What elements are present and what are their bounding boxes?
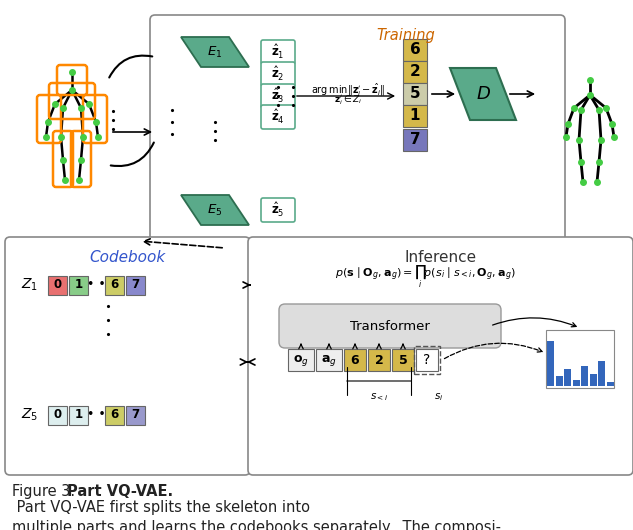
Text: 5: 5 (410, 86, 420, 102)
Text: $D$: $D$ (475, 85, 491, 103)
Text: 1: 1 (75, 409, 82, 421)
Text: 7: 7 (132, 409, 139, 421)
Bar (564, 369, 571, 386)
Bar (105, 405, 124, 425)
Bar (403, 83, 427, 105)
Text: Part VQ-VAE first splits the skeleton into
multiple parts and learns the codeboo: Part VQ-VAE first splits the skeleton in… (12, 500, 511, 530)
Text: $\mathbf{a}_g$: $\mathbf{a}_g$ (321, 352, 337, 367)
Bar (547, 341, 554, 386)
Bar (126, 276, 145, 295)
Bar (105, 276, 124, 295)
Bar (288, 349, 314, 371)
Text: $Z_1$: $Z_1$ (22, 277, 39, 293)
Text: $\mathbf{o}_g$: $\mathbf{o}_g$ (293, 352, 309, 367)
Text: $\hat{\mathbf{z}}_5$: $\hat{\mathbf{z}}_5$ (272, 201, 285, 219)
Bar (572, 379, 579, 386)
Text: $s_{<i}$: $s_{<i}$ (370, 391, 388, 403)
Bar (48, 276, 67, 295)
Bar (598, 360, 605, 386)
Text: 2: 2 (410, 65, 420, 80)
Bar (344, 349, 366, 371)
Text: $\mathbf{z}_i^{\prime}\in Z_i$: $\mathbf{z}_i^{\prime}\in Z_i$ (334, 93, 362, 107)
FancyBboxPatch shape (261, 198, 295, 222)
Text: 7: 7 (410, 132, 420, 147)
Bar (403, 39, 427, 61)
Text: • •: • • (87, 278, 105, 292)
Bar (581, 366, 588, 386)
FancyBboxPatch shape (150, 15, 565, 252)
Bar (556, 376, 563, 386)
Bar (403, 129, 427, 151)
FancyBboxPatch shape (261, 105, 295, 129)
Text: 1: 1 (410, 109, 420, 123)
Text: $\hat{\mathbf{z}}_3$: $\hat{\mathbf{z}}_3$ (272, 87, 285, 105)
Text: 2: 2 (375, 354, 384, 367)
Text: $\hat{\mathbf{z}}_1$: $\hat{\mathbf{z}}_1$ (272, 43, 285, 61)
Text: $E_5$: $E_5$ (208, 202, 223, 217)
Bar (403, 105, 427, 127)
Bar (316, 349, 342, 371)
Text: Training: Training (377, 28, 436, 43)
Text: Transformer: Transformer (350, 320, 430, 332)
FancyBboxPatch shape (5, 237, 250, 475)
Polygon shape (181, 37, 249, 67)
Text: 6: 6 (351, 354, 360, 367)
Polygon shape (181, 195, 249, 225)
Bar (69, 405, 88, 425)
Text: $\arg\min \|\mathbf{z}_i^{\prime} - \hat{\mathbf{z}}_i\|$: $\arg\min \|\mathbf{z}_i^{\prime} - \hat… (311, 82, 385, 99)
Text: $E_1$: $E_1$ (208, 45, 223, 59)
Bar (589, 374, 596, 386)
Bar (546, 330, 614, 388)
Polygon shape (450, 68, 516, 120)
Text: $\hat{\mathbf{z}}_2$: $\hat{\mathbf{z}}_2$ (272, 65, 285, 83)
Text: Part VQ-VAE.: Part VQ-VAE. (67, 484, 173, 499)
Text: 0: 0 (53, 278, 61, 292)
FancyBboxPatch shape (248, 237, 633, 475)
Text: 6: 6 (410, 42, 420, 57)
FancyBboxPatch shape (261, 62, 295, 86)
Text: $Z_5$: $Z_5$ (22, 407, 39, 423)
FancyBboxPatch shape (279, 304, 501, 348)
Text: 6: 6 (110, 278, 118, 292)
Text: 6: 6 (110, 409, 118, 421)
Bar (69, 276, 88, 295)
Text: Inference: Inference (404, 250, 477, 265)
Text: 7: 7 (132, 278, 139, 292)
Text: Figure 3.: Figure 3. (12, 484, 75, 499)
Text: 1: 1 (75, 278, 82, 292)
Text: ?: ? (423, 353, 430, 367)
Text: Codebook: Codebook (89, 250, 166, 265)
Bar (392, 349, 414, 371)
Bar (48, 405, 67, 425)
Text: 5: 5 (399, 354, 408, 367)
Text: $s_i$: $s_i$ (434, 391, 444, 403)
Bar (416, 349, 438, 371)
Bar (368, 349, 390, 371)
Text: • •: • • (87, 409, 105, 421)
FancyBboxPatch shape (261, 40, 295, 64)
FancyBboxPatch shape (261, 84, 295, 108)
Text: $p(\mathbf{s}\mid\mathbf{O}_g,\mathbf{a}_g)=\prod_i p(s_i\mid s_{<i},\mathbf{O}_: $p(\mathbf{s}\mid\mathbf{O}_g,\mathbf{a}… (335, 263, 516, 290)
Text: 0: 0 (53, 409, 61, 421)
Bar (414, 346, 440, 374)
Bar (606, 382, 613, 386)
Text: $\hat{\mathbf{z}}_4$: $\hat{\mathbf{z}}_4$ (271, 108, 285, 126)
Bar (403, 61, 427, 83)
Bar (126, 405, 145, 425)
